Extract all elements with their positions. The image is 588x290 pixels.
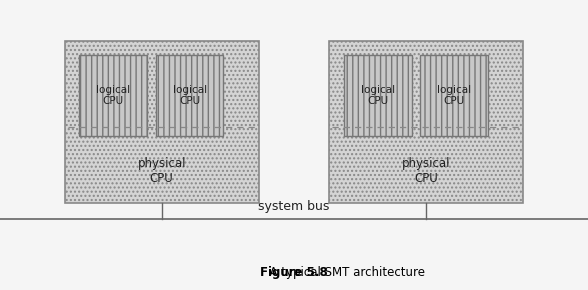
- Text: logical
CPU: logical CPU: [437, 85, 472, 106]
- Bar: [344, 55, 412, 136]
- Text: A typical SMT architecture: A typical SMT architecture: [262, 266, 426, 279]
- Text: logical
CPU: logical CPU: [360, 85, 395, 106]
- Text: physical
CPU: physical CPU: [402, 157, 450, 184]
- Bar: [156, 55, 223, 136]
- Bar: [79, 55, 147, 136]
- Text: system bus: system bus: [258, 200, 330, 213]
- Text: Figure 5.8: Figure 5.8: [260, 266, 328, 279]
- Bar: [65, 41, 259, 203]
- Bar: [420, 55, 488, 136]
- Bar: [329, 41, 523, 203]
- Text: logical
CPU: logical CPU: [96, 85, 131, 106]
- Text: logical
CPU: logical CPU: [172, 85, 207, 106]
- Text: physical
CPU: physical CPU: [138, 157, 186, 184]
